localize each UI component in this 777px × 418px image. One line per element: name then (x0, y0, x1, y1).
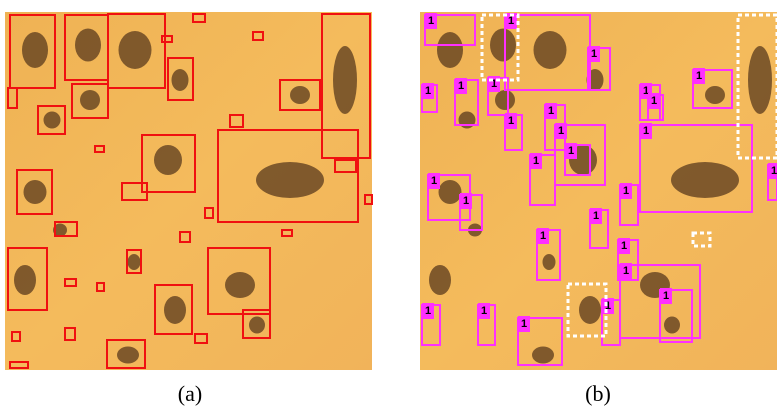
detection-label: 1 (508, 15, 514, 27)
detection-label: 1 (696, 70, 702, 82)
insect (532, 347, 554, 364)
insect (22, 32, 48, 68)
panel-b: 1111111111111111111111111111 (420, 12, 777, 370)
detection-label: 1 (521, 318, 527, 330)
detection-label: 1 (591, 48, 597, 60)
detection-label: 1 (431, 175, 437, 187)
panel-caption: (b) (585, 381, 611, 406)
insect (164, 296, 186, 324)
insect (664, 317, 680, 334)
insect (429, 265, 451, 295)
detection-label: 1 (643, 125, 649, 137)
insect (75, 29, 101, 62)
insect (154, 145, 182, 175)
insect (495, 90, 515, 110)
insect (80, 90, 100, 110)
detection-label: 1 (548, 105, 554, 117)
insect (14, 265, 36, 295)
insect (748, 46, 772, 114)
insect (117, 347, 139, 364)
detection-label: 1 (458, 80, 464, 92)
insect (24, 180, 47, 204)
insect (249, 317, 265, 334)
detection-label: 1 (623, 265, 629, 277)
panel-a (5, 12, 372, 370)
detection-label: 1 (533, 155, 539, 167)
insect (705, 86, 725, 104)
detection-label: 1 (481, 305, 487, 317)
insect (225, 272, 255, 298)
insect (172, 69, 189, 91)
insect (256, 162, 324, 198)
insect (128, 254, 141, 270)
detection-label: 1 (508, 115, 514, 127)
insect (290, 86, 310, 104)
detection-label: 1 (771, 165, 777, 177)
insect (671, 162, 739, 198)
insect (543, 254, 556, 270)
detection-label: 1 (425, 85, 431, 97)
detection-label: 1 (568, 145, 574, 157)
insect (439, 180, 462, 204)
detection-label: 1 (463, 195, 469, 207)
insect (44, 112, 61, 129)
insect (437, 32, 463, 68)
insect (579, 296, 601, 324)
detection-label: 1 (651, 95, 657, 107)
detection-label: 1 (558, 125, 564, 137)
detection-label: 1 (428, 15, 434, 27)
detection-label: 1 (623, 185, 629, 197)
detection-label: 1 (593, 210, 599, 222)
detection-label: 1 (663, 290, 669, 302)
panel-caption: (a) (178, 381, 202, 406)
figure: 1111111111111111111111111111 (a) (b) (0, 0, 777, 418)
detection-label: 1 (540, 230, 546, 242)
insect (333, 46, 357, 114)
insect (119, 31, 152, 69)
detection-label: 1 (621, 240, 627, 252)
insect (490, 29, 516, 62)
insect (534, 31, 567, 69)
detection-label: 1 (425, 305, 431, 317)
